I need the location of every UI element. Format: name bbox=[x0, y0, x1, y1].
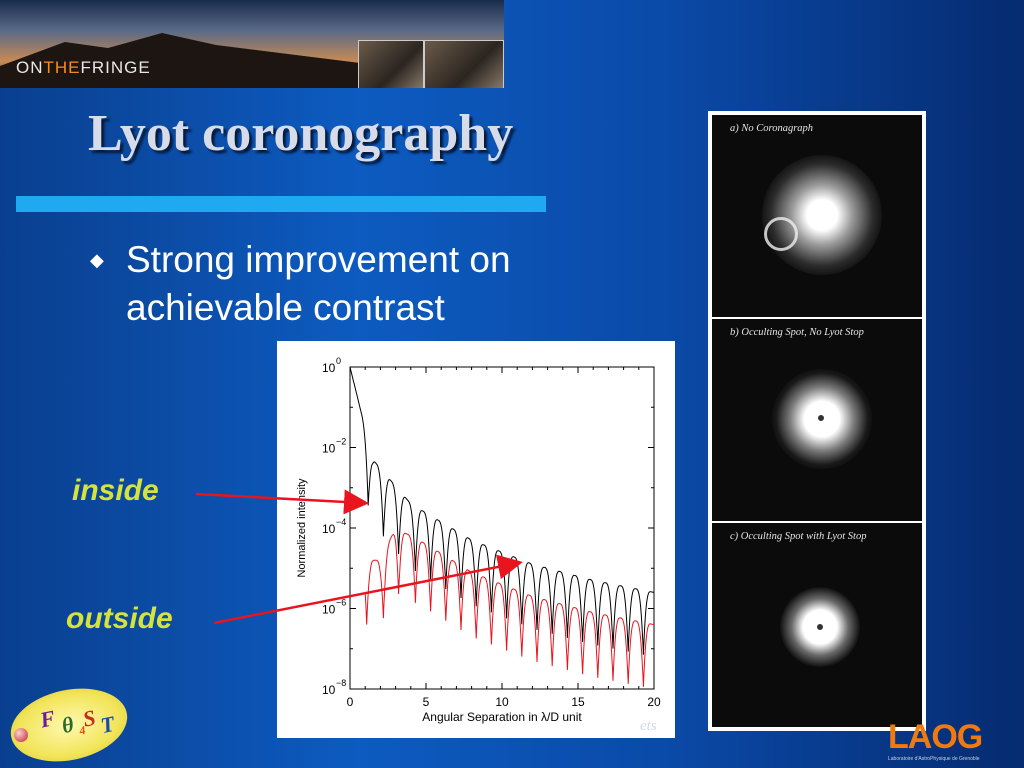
x-tick-label: 15 bbox=[571, 695, 585, 709]
y-tick-label-base: 10 bbox=[322, 361, 336, 375]
psf-ring bbox=[764, 217, 798, 251]
y-tick-label-base: 10 bbox=[322, 522, 336, 536]
annotation-inside: inside bbox=[72, 474, 159, 507]
annotation-outside: outside bbox=[66, 602, 173, 635]
fost-letter-t: T bbox=[98, 710, 117, 739]
title-underline-bar bbox=[16, 196, 546, 212]
image-occulting-spot-with-lyot: c) Occulting Spot with Lyot Stop bbox=[712, 523, 922, 727]
laog-logo: LAOG Laboratoire d'AstroPhysique de Gren… bbox=[884, 718, 994, 766]
y-tick-label-base: 10 bbox=[322, 603, 336, 617]
coronagraph-images-panel: a) No Coronagraph b) Occulting Spot, No … bbox=[708, 111, 926, 731]
caption-a: a) No Coronagraph bbox=[730, 123, 814, 134]
y-tick-label-base: 10 bbox=[322, 683, 336, 697]
x-tick-label: 5 bbox=[423, 695, 430, 709]
fost-letter-theta: θ bbox=[59, 711, 76, 739]
fost-ball-icon bbox=[14, 728, 28, 742]
header-banner: ONTHEFRINGE bbox=[0, 0, 504, 88]
y-tick-label-exponent: −8 bbox=[336, 678, 346, 688]
image-no-coronagraph: a) No Coronagraph bbox=[712, 115, 922, 317]
y-tick-label-exponent: −4 bbox=[336, 517, 346, 527]
x-axis-label: Angular Separation in λ/D unit bbox=[422, 710, 582, 724]
x-tick-label: 10 bbox=[495, 695, 509, 709]
laog-logo-subtitle: Laboratoire d'AstroPhysique de Grenoble bbox=[888, 756, 980, 762]
diamond-bullet-icon: ◆ bbox=[90, 250, 104, 270]
bullet-text: Strong improvement on achievable contras… bbox=[126, 239, 511, 328]
caption-c: c) Occulting Spot with Lyot Stop bbox=[730, 531, 867, 542]
telescope-photo-2 bbox=[424, 40, 504, 88]
fost-letter-f: F bbox=[37, 705, 58, 733]
x-tick-label: 0 bbox=[347, 695, 354, 709]
laog-logo-text: LAOG bbox=[888, 718, 983, 756]
occulting-spot-b bbox=[818, 415, 824, 421]
occulting-spot-c bbox=[817, 624, 823, 630]
x-tick-label: 20 bbox=[647, 695, 661, 709]
y-tick-label-base: 10 bbox=[322, 442, 336, 456]
caption-b: b) Occulting Spot, No Lyot Stop bbox=[730, 327, 864, 338]
star-psf bbox=[762, 155, 882, 275]
brand-logo: ONTHEFRINGE bbox=[16, 58, 151, 77]
footer-text: ets bbox=[640, 718, 657, 734]
telescope-photo-1 bbox=[358, 40, 424, 88]
series-line-0 bbox=[349, 366, 655, 655]
y-axis-label: Normalized intensity bbox=[296, 478, 308, 578]
y-tick-label-exponent: −2 bbox=[336, 437, 346, 447]
y-tick-label-exponent: −6 bbox=[336, 598, 346, 608]
intensity-plot: 0 5 10 15 20 10 0 10 −2 10 −4 10 −6 10 −8 Angular Separ… bbox=[277, 341, 675, 738]
fost-logo: F θ 4 S T bbox=[4, 678, 134, 768]
y-tick-label-exponent: 0 bbox=[336, 356, 341, 366]
image-occulting-spot-no-lyot: b) Occulting Spot, No Lyot Stop bbox=[712, 319, 922, 521]
slide-title: Lyot coronography bbox=[88, 105, 514, 162]
plot-frame bbox=[349, 366, 655, 690]
